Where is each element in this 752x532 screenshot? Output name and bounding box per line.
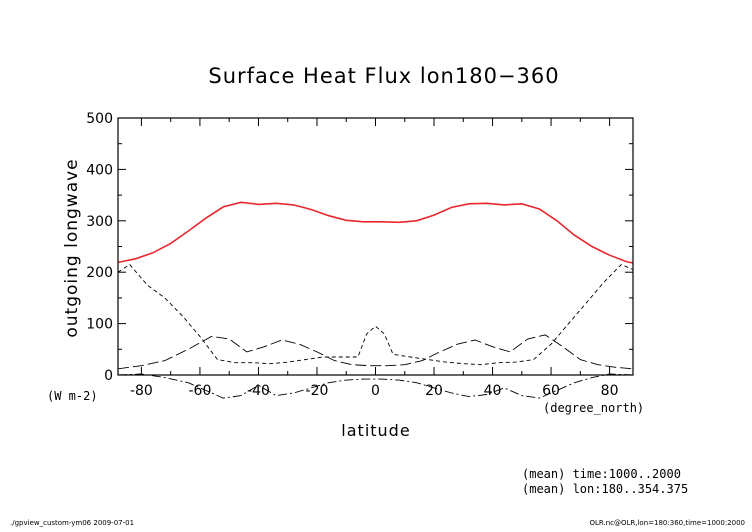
y-tick-label-200: 200 (86, 265, 113, 281)
y-tick-label-300: 300 (86, 214, 113, 230)
x-tick-label-80: 80 (601, 383, 619, 399)
y-units-label: (W m-2) (47, 389, 98, 403)
chart-title: Surface Heat Flux lon180−360 (208, 64, 559, 88)
x-tick-label-60: 60 (542, 383, 560, 399)
footer-left: ./gpview_custom-ym06 2009-07-01 (10, 519, 134, 527)
x-tick-label-20: 20 (425, 383, 443, 399)
y-tick-label-400: 400 (86, 162, 113, 178)
x-tick-label-40: 40 (484, 383, 502, 399)
y-axis-label: outgoing longwave (62, 158, 82, 337)
x-tick-label--40: -40 (247, 383, 270, 399)
plot-frame (117, 117, 634, 376)
x-tick-label--80: -80 (130, 383, 153, 399)
x-tick-label--20: -20 (306, 383, 329, 399)
x-tick-label-0: 0 (371, 383, 380, 399)
footer-right: OLR.nc@OLR,lon=180:360,time=1000:2000 (589, 519, 745, 527)
series-line-1 (118, 201, 633, 264)
x-tick-label--60: -60 (188, 383, 211, 399)
y-tick-label-500: 500 (86, 111, 113, 127)
series-line-2 (118, 263, 633, 366)
annotation-time: (mean) time:1000..2000 (522, 467, 681, 481)
series-line-3 (118, 334, 633, 370)
plot-area: 0 100 200 300 400 500 -80 -60 -40 -20 0 20 40 60 80 (86, 111, 634, 399)
y-tick-label-100: 100 (86, 317, 113, 333)
y-tick-label-0: 0 (104, 368, 113, 384)
series-line-4 (118, 373, 633, 399)
annotation-lon: (mean) lon:180..354.375 (522, 482, 688, 496)
x-axis-label: latitude (341, 421, 410, 440)
x-units-label: (degree_north) (543, 401, 644, 415)
